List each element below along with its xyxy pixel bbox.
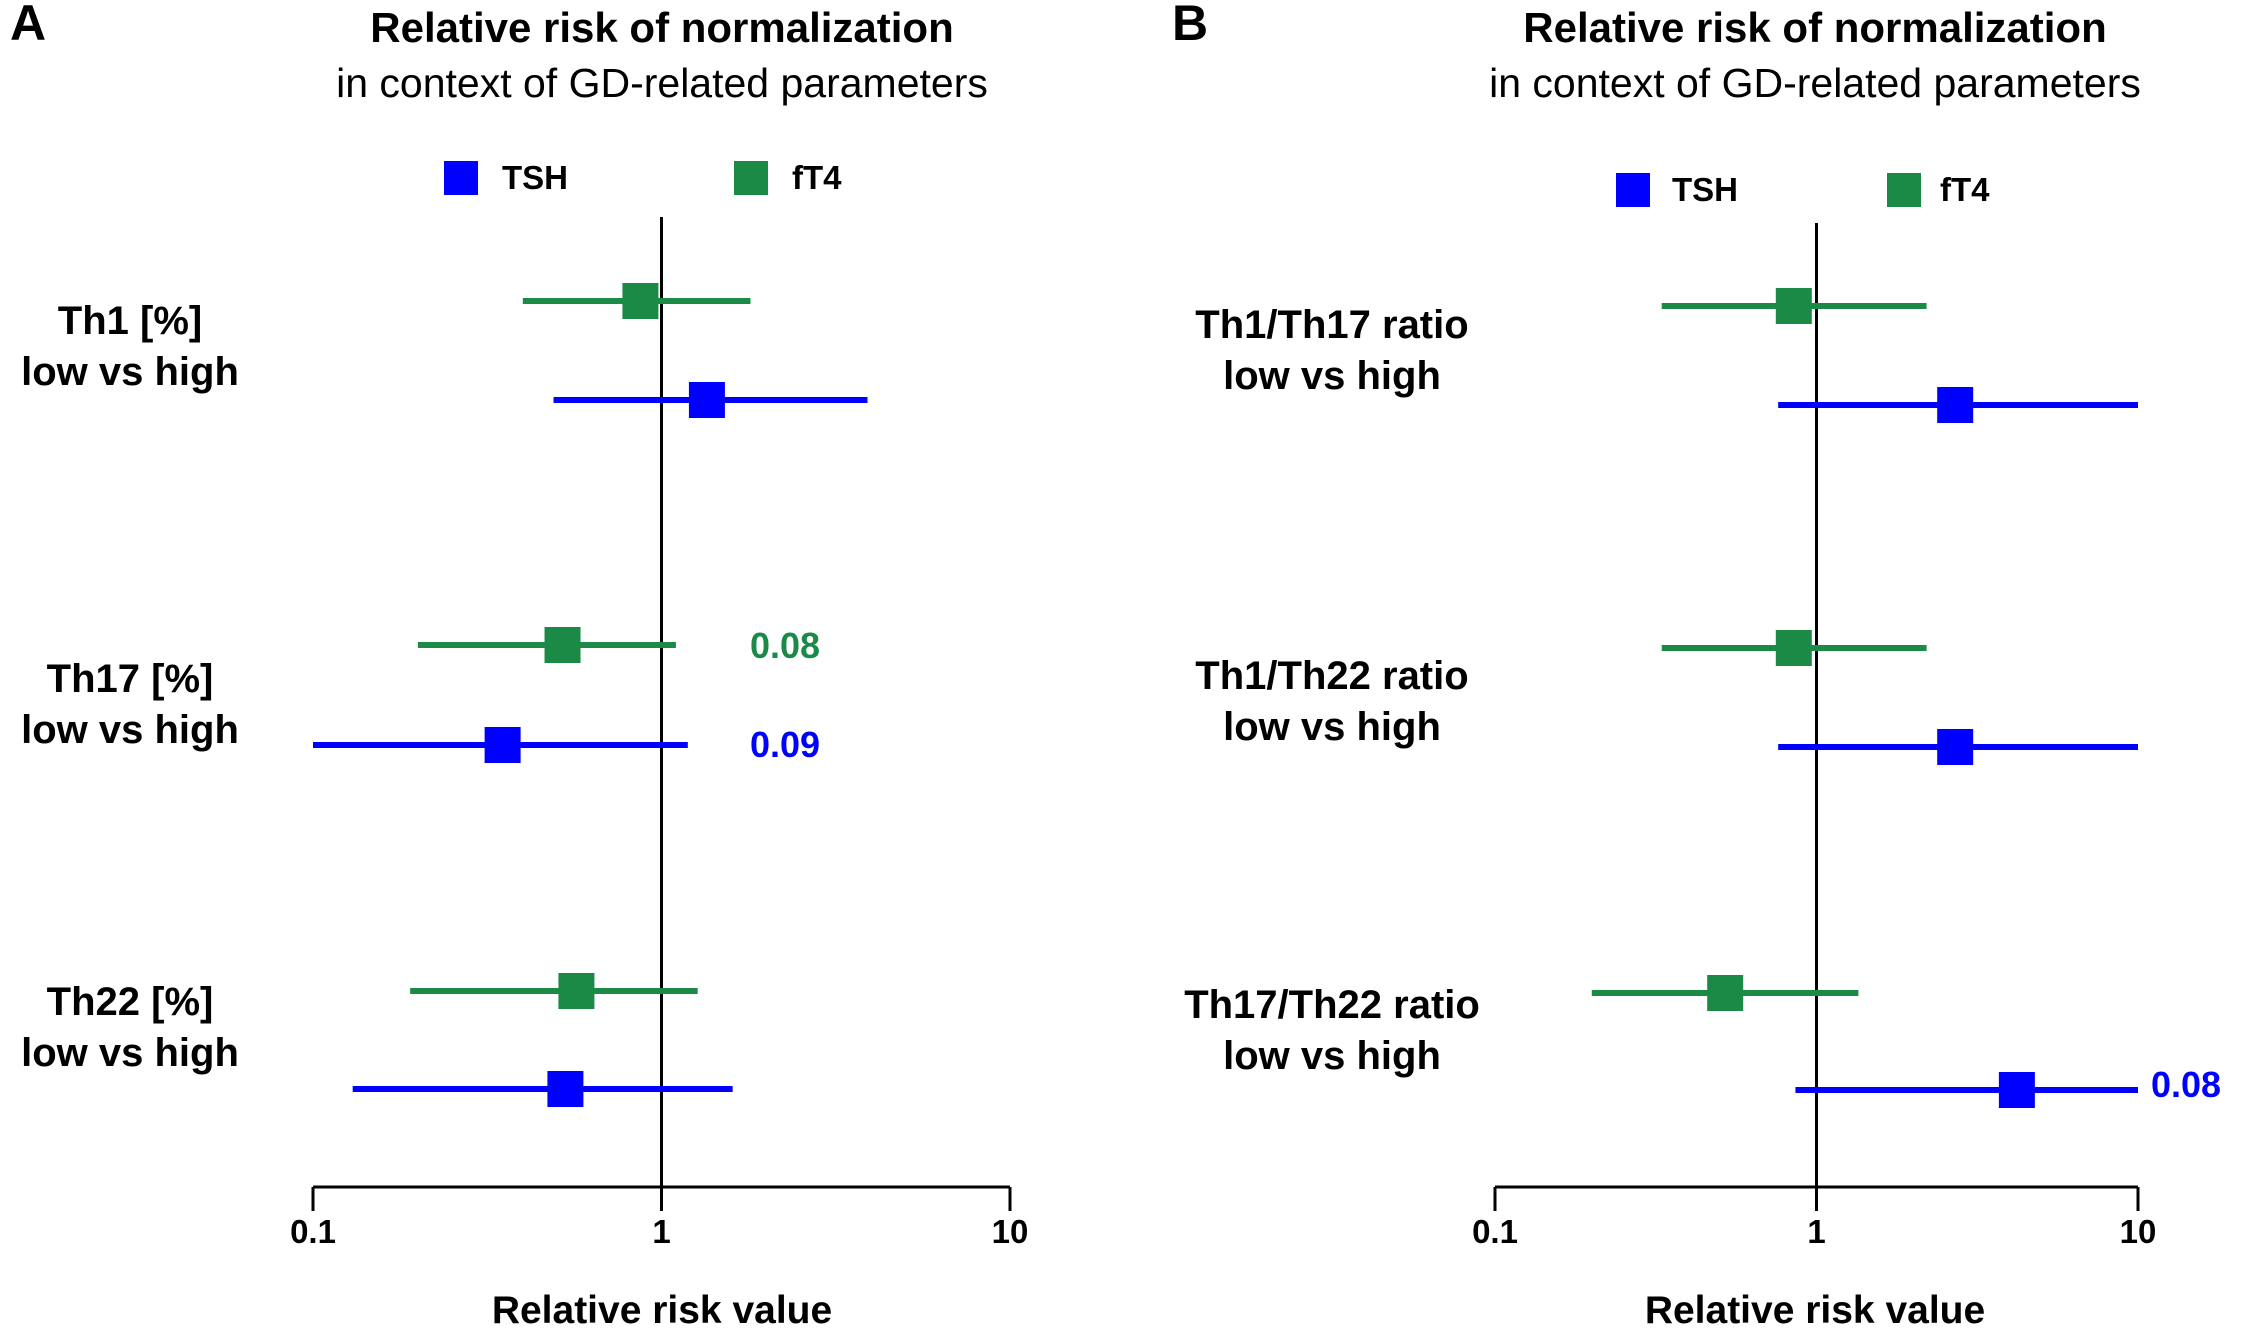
x-axis-label: Relative risk value [492,1289,832,1332]
legend-label-tsh: TSH [1672,171,1738,208]
legend-label-ft4: fT4 [792,159,842,196]
x-tick-label: 0.1 [1472,1213,1518,1250]
row-label-comparison: low vs high [1223,354,1441,398]
x-tick-label: 0.1 [290,1213,336,1250]
panel-letter: A [10,0,46,51]
legend-swatch-tsh [1616,173,1650,207]
x-tick-label: 1 [1807,1213,1825,1250]
row-label-comparison: low vs high [21,1031,239,1075]
point-estimate-tsh [1998,1072,2035,1108]
x-tick-label: 1 [652,1213,670,1250]
p-value-ft4: 0.08 [750,625,820,666]
point-estimate-tsh [688,382,725,418]
row-label-name: Th22 [%] [47,980,214,1024]
legend-swatch-tsh [444,161,478,195]
point-estimate-ft4 [1775,288,1812,324]
row-label-comparison: low vs high [1223,1034,1441,1078]
chart-title: Relative risk of normalization [1523,4,2107,51]
point-estimate-ft4 [1707,975,1744,1011]
x-axis-label: Relative risk value [1645,1289,1985,1332]
point-estimate-ft4 [558,973,595,1009]
chart-title: Relative risk of normalization [370,4,954,51]
point-estimate-tsh [484,727,521,763]
row-label-name: Th1/Th22 ratio [1195,654,1468,698]
point-estimate-tsh [547,1071,584,1107]
legend-swatch-ft4 [1887,173,1921,207]
legend-label-ft4: fT4 [1940,171,1990,208]
row-label-name: Th17/Th22 ratio [1184,983,1480,1027]
legend-swatch-ft4 [734,161,768,195]
chart-subtitle: in context of GD-related parameters [1489,60,2141,106]
legend-label-tsh: TSH [502,159,568,196]
row-label-name: Th1 [%] [58,299,202,343]
point-estimate-ft4 [622,283,659,319]
point-estimate-tsh [1937,729,1974,765]
chart-subtitle: in context of GD-related parameters [336,60,988,106]
x-tick-label: 10 [992,1213,1029,1250]
row-label-comparison: low vs high [21,350,239,394]
p-value-tsh: 0.09 [750,724,820,765]
p-value-tsh: 0.08 [2151,1064,2221,1105]
point-estimate-tsh [1937,387,1974,423]
point-estimate-ft4 [544,627,581,663]
panel-letter: B [1172,0,1208,51]
point-estimate-ft4 [1775,630,1812,666]
row-label-comparison: low vs high [1223,705,1441,749]
row-label-name: Th17 [%] [47,657,214,701]
row-label-comparison: low vs high [21,708,239,752]
row-label-name: Th1/Th17 ratio [1195,303,1468,347]
x-tick-label: 10 [2120,1213,2157,1250]
